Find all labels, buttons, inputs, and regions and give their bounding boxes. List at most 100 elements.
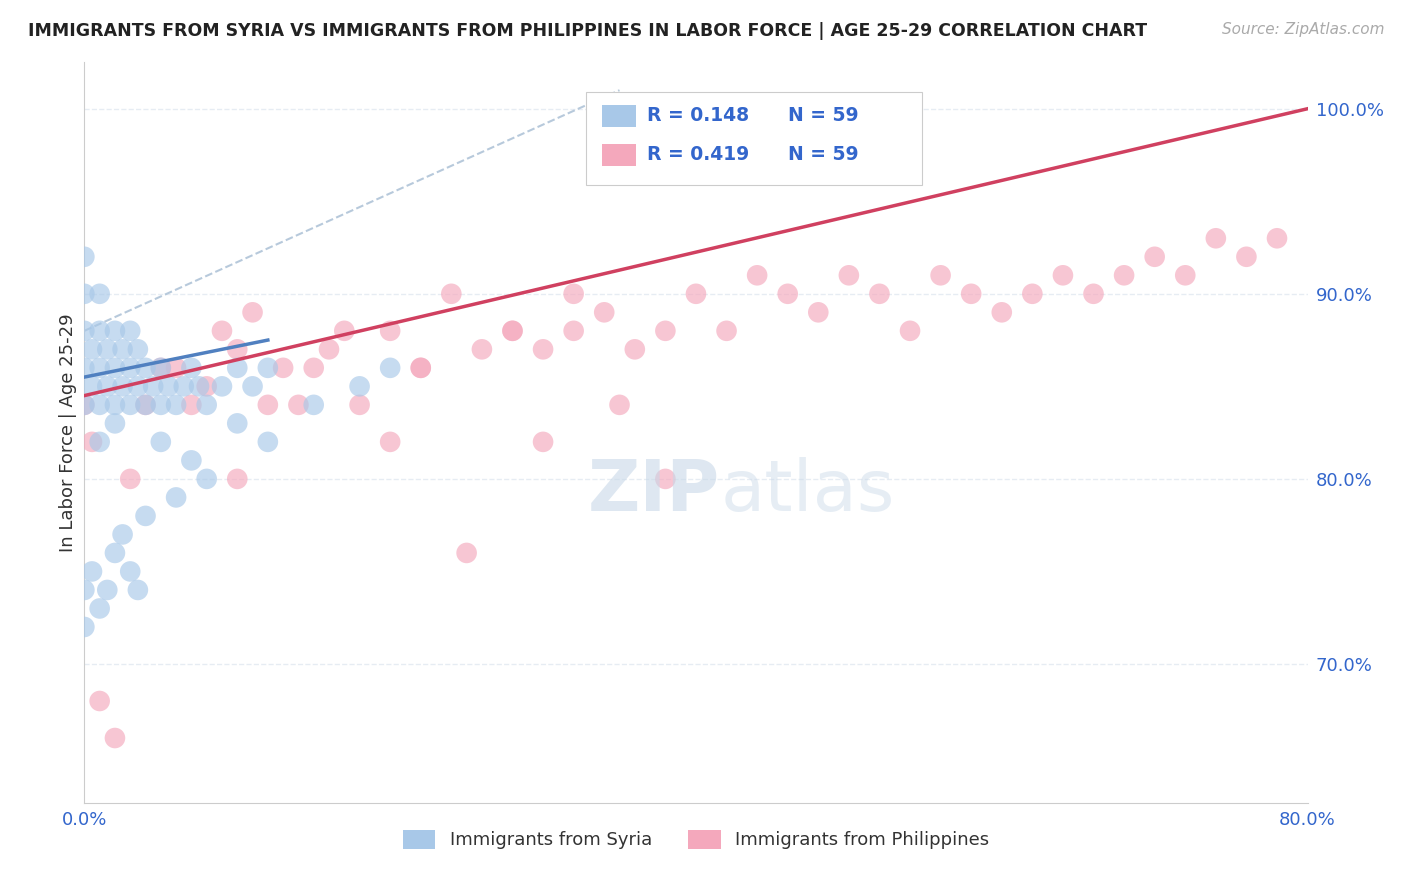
Point [257,434,280,449]
Point [502,324,524,338]
Text: atlas: atlas [720,458,894,526]
Point [776,286,799,301]
Point [188,379,211,393]
Point [127,582,149,597]
Point [257,360,280,375]
Point [142,379,165,393]
Point [165,360,187,375]
Point [104,398,127,412]
Point [149,360,172,375]
Point [333,324,356,338]
Point [73,286,96,301]
Point [89,601,111,615]
Point [149,434,172,449]
Point [111,343,134,357]
Point [257,398,280,412]
Text: R = 0.419: R = 0.419 [647,145,749,164]
Point [104,731,127,745]
Point [242,305,264,319]
Point [211,379,233,393]
Point [562,324,585,338]
Point [149,360,172,375]
Point [226,343,249,357]
Point [195,398,218,412]
Point [1021,286,1043,301]
Point [73,398,96,412]
Point [1174,268,1197,283]
Point [104,360,127,375]
Point [157,379,180,393]
Point [89,434,111,449]
Point [271,360,294,375]
Point [80,343,103,357]
Point [349,379,371,393]
Point [654,472,676,486]
Point [531,434,554,449]
Point [898,324,921,338]
Point [180,453,202,467]
Point [89,360,111,375]
Point [96,343,118,357]
Point [929,268,952,283]
Point [685,286,707,301]
Point [869,286,891,301]
Point [89,694,111,708]
Point [287,398,309,412]
Y-axis label: In Labor Force | Age 25-29: In Labor Force | Age 25-29 [59,313,77,552]
Point [195,472,218,486]
Point [380,434,402,449]
Point [562,286,585,301]
Point [349,398,371,412]
Point [104,546,127,560]
Point [135,398,157,412]
Point [838,268,860,283]
Point [89,324,111,338]
Point [135,398,157,412]
Point [111,379,134,393]
Point [180,360,202,375]
Bar [602,104,636,127]
Point [149,398,172,412]
Point [1114,268,1136,283]
Point [318,343,340,357]
Point [80,565,103,579]
Point [127,379,149,393]
Point [73,582,96,597]
Point [624,343,647,357]
Text: N = 59: N = 59 [787,106,858,125]
Point [807,305,830,319]
FancyBboxPatch shape [586,92,922,185]
Point [73,250,96,264]
Point [80,434,103,449]
Point [73,620,96,634]
Point [120,472,142,486]
Point [96,379,118,393]
Point [80,379,103,393]
Point [173,379,195,393]
Point [89,398,111,412]
Point [73,398,96,412]
Point [104,417,127,431]
Point [242,379,264,393]
Point [226,417,249,431]
Point [135,360,157,375]
Point [1143,250,1166,264]
Bar [602,144,636,166]
Point [409,360,432,375]
Point [104,324,127,338]
Point [120,324,142,338]
Point [593,305,616,319]
Point [1083,286,1105,301]
Text: R = 0.148: R = 0.148 [647,106,749,125]
Point [73,360,96,375]
Point [1265,231,1288,245]
Point [111,527,134,541]
Text: Source: ZipAtlas.com: Source: ZipAtlas.com [1222,22,1385,37]
Point [226,360,249,375]
Point [531,343,554,357]
Point [165,491,187,505]
Point [73,324,96,338]
Point [654,324,676,338]
Point [127,343,149,357]
Legend: Immigrants from Syria, Immigrants from Philippines: Immigrants from Syria, Immigrants from P… [395,823,997,856]
